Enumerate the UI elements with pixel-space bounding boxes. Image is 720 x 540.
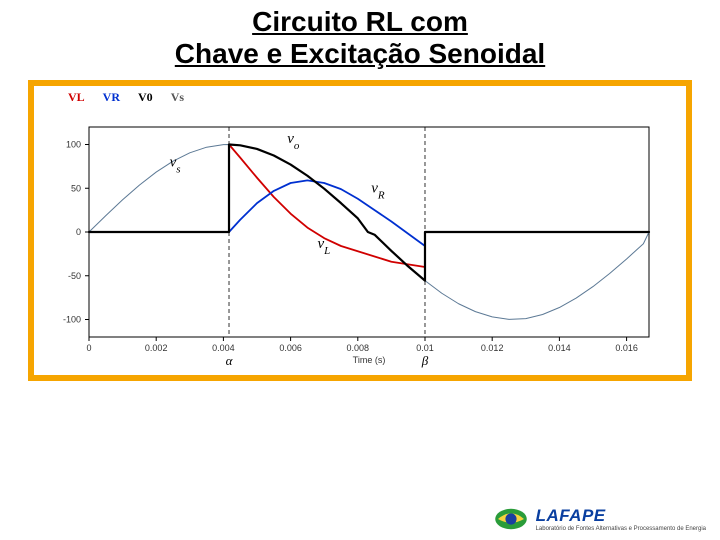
legend-item: VR — [103, 90, 120, 105]
svg-text:vL: vL — [317, 236, 330, 257]
svg-text:Time (s): Time (s) — [353, 355, 386, 365]
title-line-1: Circuito RL com — [252, 6, 468, 37]
svg-text:0: 0 — [86, 343, 91, 353]
chart-plot: -100 -50 0 50 100 0 0.002 0.004 0.006 0.008 0.01 0.… — [34, 105, 686, 375]
legend-item: V0 — [138, 90, 153, 105]
svg-text:0.008: 0.008 — [347, 343, 370, 353]
svg-text:50: 50 — [71, 184, 81, 194]
svg-text:0.014: 0.014 — [548, 343, 571, 353]
page-title: Circuito RL com Chave e Excitação Senoid… — [0, 6, 720, 70]
svg-text:0.01: 0.01 — [416, 343, 434, 353]
svg-text:100: 100 — [66, 140, 81, 150]
svg-text:-50: -50 — [68, 271, 81, 281]
chart-legend: VL VR V0 Vs — [68, 90, 686, 105]
svg-text:vs: vs — [170, 155, 181, 176]
svg-text:vR: vR — [371, 181, 385, 202]
svg-text:-100: -100 — [63, 315, 81, 325]
brand-tagline: Laboratório de Fontes Alternativas e Pro… — [536, 526, 706, 532]
legend-item: Vs — [171, 90, 184, 105]
brand-logo-icon — [492, 506, 530, 532]
legend-item: VL — [68, 90, 85, 105]
svg-text:0.012: 0.012 — [481, 343, 504, 353]
svg-text:0.004: 0.004 — [212, 343, 235, 353]
svg-text:β: β — [421, 353, 429, 368]
svg-text:α: α — [226, 353, 234, 368]
svg-text:0.006: 0.006 — [279, 343, 302, 353]
title-line-2: Chave e Excitação Senoidal — [175, 38, 545, 69]
brand-name: LAFAPE — [536, 506, 706, 526]
svg-text:0.016: 0.016 — [615, 343, 638, 353]
footer-brand: LAFAPE Laboratório de Fontes Alternativa… — [492, 506, 706, 532]
svg-text:0: 0 — [76, 227, 81, 237]
svg-text:vo: vo — [287, 131, 300, 152]
chart-frame: VL VR V0 Vs -100 -50 0 50 100 0 0.002 0.004 0.006 0.… — [28, 80, 692, 381]
svg-text:0.002: 0.002 — [145, 343, 168, 353]
